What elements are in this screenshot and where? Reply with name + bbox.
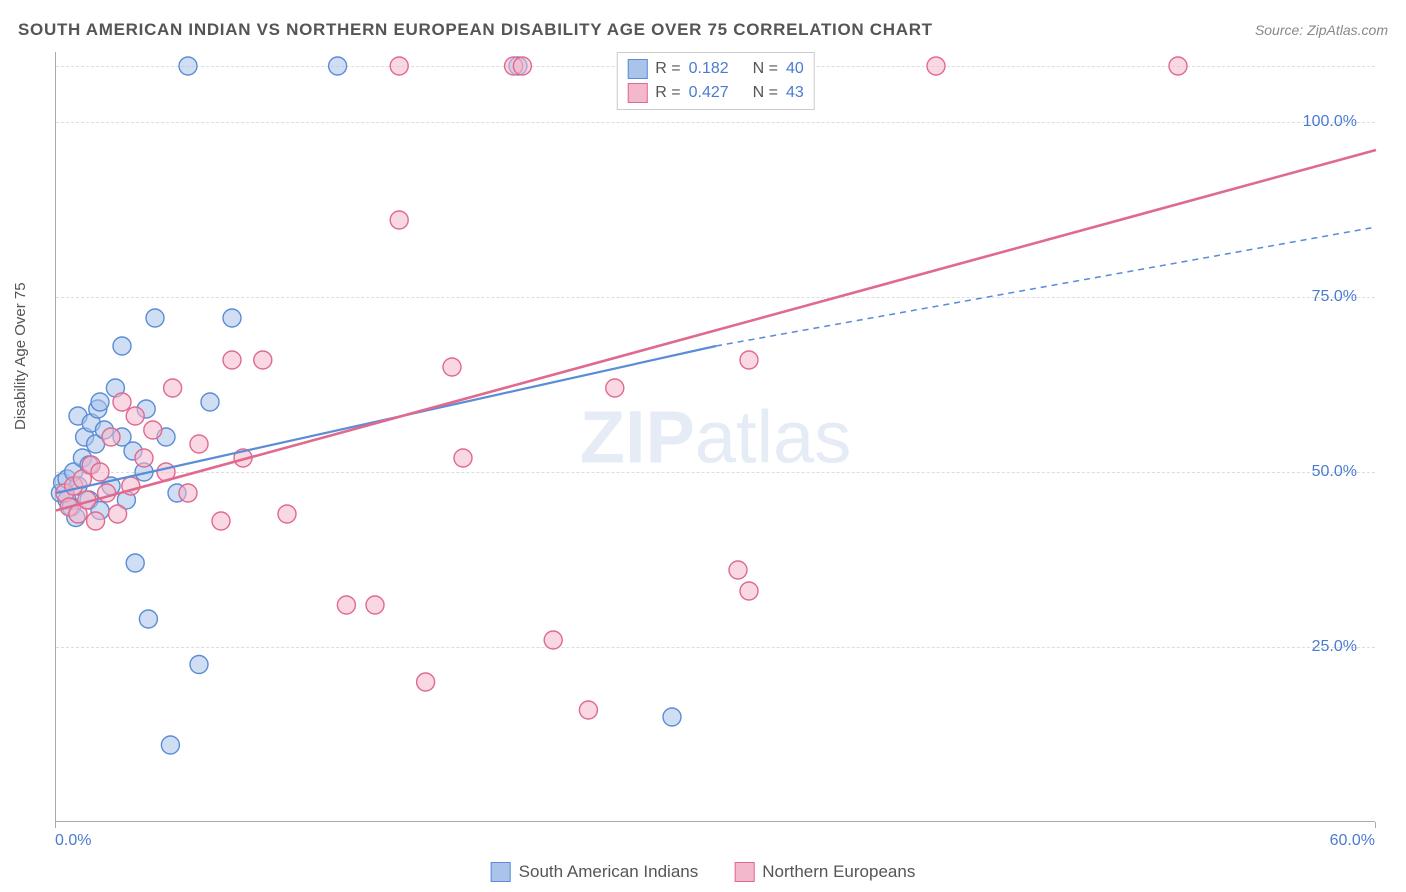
data-point [390,57,408,75]
data-point [161,736,179,754]
data-point [606,379,624,397]
data-point [390,211,408,229]
x-tick [1375,822,1376,828]
x-tick-label: 60.0% [1330,832,1375,850]
x-tick [55,822,56,828]
legend-swatch [491,862,511,882]
data-point [190,656,208,674]
data-point [663,708,681,726]
data-point [201,393,219,411]
data-point [91,393,109,411]
y-tick-label: 100.0% [1303,113,1357,131]
data-point [223,309,241,327]
data-point [190,435,208,453]
n-label: N = [753,60,778,78]
data-point [113,393,131,411]
data-point [164,379,182,397]
data-point [126,554,144,572]
n-label: N = [753,84,778,102]
data-point [740,351,758,369]
chart-plot-area: ZIPatlas R =0.182N =40R =0.427N =43 25.0… [55,52,1375,822]
series-legend: South American Indians Northern Europeans [491,862,916,882]
data-point [278,505,296,523]
y-tick-label: 50.0% [1312,463,1357,481]
y-tick-label: 25.0% [1312,638,1357,656]
n-value: 40 [786,60,804,78]
data-point [1169,57,1187,75]
legend-item: South American Indians [491,862,699,882]
data-point [212,512,230,530]
data-point [139,610,157,628]
legend-label: South American Indians [519,862,699,882]
legend-label: Northern Europeans [762,862,915,882]
data-point [337,596,355,614]
scatter-plot-svg [56,52,1375,821]
data-point [146,309,164,327]
legend-stat-row: R = 0.182 N = 40 [627,57,803,81]
data-point [740,582,758,600]
r-value: 0.427 [689,84,745,102]
trend-line [56,150,1376,511]
data-point [254,351,272,369]
data-point [179,484,197,502]
chart-title: SOUTH AMERICAN INDIAN VS NORTHERN EUROPE… [18,20,933,40]
data-point [87,512,105,530]
data-point [579,701,597,719]
n-value: 43 [786,84,804,102]
data-point [144,421,162,439]
legend-swatch [627,59,647,79]
legend-stat-row: R = 0.427 N = 43 [627,81,803,105]
data-point [443,358,461,376]
data-point [454,449,472,467]
r-label: R = [655,84,680,102]
data-point [366,596,384,614]
data-point [329,57,347,75]
legend-swatch [734,862,754,882]
data-point [135,449,153,467]
data-point [91,463,109,481]
data-point [126,407,144,425]
data-point [513,57,531,75]
legend-swatch [627,83,647,103]
y-tick-label: 75.0% [1312,288,1357,306]
data-point [102,428,120,446]
y-axis-label: Disability Age Over 75 [12,282,29,430]
trend-line-extrapolated [716,227,1376,346]
x-tick-label: 0.0% [55,832,91,850]
data-point [417,673,435,691]
data-point [179,57,197,75]
data-point [729,561,747,579]
legend-item: Northern Europeans [734,862,915,882]
data-point [544,631,562,649]
data-point [113,337,131,355]
data-point [109,505,127,523]
source-label: Source: ZipAtlas.com [1255,22,1388,38]
r-value: 0.182 [689,60,745,78]
data-point [223,351,241,369]
data-point [927,57,945,75]
correlation-legend: R = 0.182 N = 40 R = 0.427 N = 43 [616,52,814,110]
r-label: R = [655,60,680,78]
